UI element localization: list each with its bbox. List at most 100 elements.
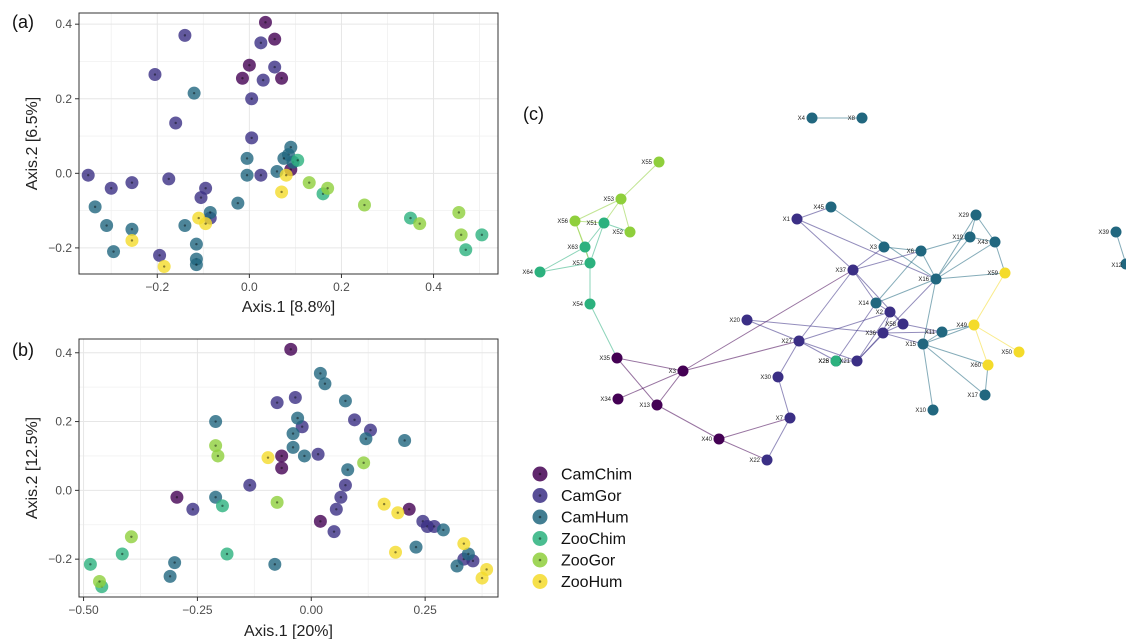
data-point-camhum bbox=[240, 168, 254, 182]
network-node-label: X12 bbox=[1111, 263, 1122, 269]
data-point-center bbox=[344, 399, 347, 403]
data-point-camhum bbox=[100, 219, 114, 233]
network-node-x55: X55 bbox=[641, 156, 665, 168]
network-edge bbox=[835, 302, 877, 362]
network-node-label: X17 bbox=[967, 393, 978, 399]
data-point-camhum bbox=[88, 200, 102, 214]
network-node-x2: X2 bbox=[876, 306, 896, 318]
data-point-zoohum bbox=[377, 497, 391, 511]
network-node-x58: X58 bbox=[885, 318, 909, 330]
legend-item-zoogor: ZooGor bbox=[532, 552, 616, 570]
data-point-camgor bbox=[254, 168, 268, 182]
network-edge bbox=[682, 340, 800, 372]
x-tick-label: −0.25 bbox=[182, 603, 213, 617]
data-point-camchim bbox=[242, 58, 256, 72]
network-node-label: X64 bbox=[522, 270, 533, 276]
legend-swatch-center bbox=[538, 472, 542, 476]
data-point-center bbox=[261, 78, 265, 82]
data-point-camchim bbox=[275, 461, 289, 475]
data-point-zoogor bbox=[357, 456, 371, 470]
data-point-zoohum bbox=[157, 260, 171, 274]
network-node-marker bbox=[791, 213, 803, 225]
network-node-marker bbox=[584, 257, 596, 269]
network-node-label: X29 bbox=[958, 213, 969, 219]
panel-b-frame bbox=[78, 338, 499, 598]
network-node-marker bbox=[579, 241, 591, 253]
data-point-camchim bbox=[275, 71, 289, 85]
network-edge bbox=[852, 250, 922, 271]
network-node-label: X56 bbox=[557, 219, 568, 225]
network-node-x3: X3 bbox=[870, 241, 890, 253]
network-edge bbox=[882, 331, 943, 334]
x-tick-label: 0.2 bbox=[333, 280, 350, 294]
network-node-x16: X16 bbox=[918, 273, 942, 285]
data-point-zoogor bbox=[270, 495, 284, 509]
data-point-center bbox=[319, 372, 322, 375]
legend-label: ZooHum bbox=[561, 574, 622, 591]
network-node-x4: X4 bbox=[798, 112, 818, 124]
data-point-zoogor bbox=[302, 176, 316, 190]
data-point-center bbox=[130, 181, 134, 184]
network-edge bbox=[746, 319, 884, 334]
data-point-camgor bbox=[334, 490, 348, 504]
data-point-camhum bbox=[409, 540, 423, 554]
data-point-center bbox=[455, 564, 459, 568]
network-edge bbox=[852, 246, 885, 271]
network-edge bbox=[796, 218, 854, 271]
data-point-camchim bbox=[275, 449, 289, 463]
data-point-zoogor bbox=[357, 198, 371, 212]
data-point-zoogor bbox=[454, 228, 468, 242]
network-node-marker bbox=[964, 231, 976, 243]
network-node-marker bbox=[878, 241, 890, 253]
network-node-marker bbox=[936, 326, 948, 338]
data-point-zoohum bbox=[125, 233, 139, 247]
legend-swatch bbox=[532, 466, 548, 482]
network-node-marker bbox=[870, 297, 882, 309]
network-edge bbox=[922, 343, 986, 396]
data-point-center bbox=[183, 224, 187, 227]
network-node-marker bbox=[979, 389, 991, 401]
data-point-center bbox=[280, 466, 283, 470]
legend-swatch bbox=[532, 574, 548, 589]
data-point-center bbox=[273, 65, 276, 69]
network-node-x51: X51 bbox=[586, 217, 610, 229]
network-node-x12: X12 bbox=[1111, 258, 1126, 270]
network-edge bbox=[616, 357, 658, 406]
network-node-label: X58 bbox=[885, 322, 896, 328]
data-point-center bbox=[214, 420, 217, 423]
network-node-label: X15 bbox=[905, 342, 916, 348]
data-point-center bbox=[464, 248, 467, 251]
network-node-x14: X14 bbox=[858, 297, 882, 309]
network-node-x60: X60 bbox=[970, 359, 994, 371]
panel-b: (b) −0.50 −0.25 0.00 0.25 −0.2 0.0 0.2 0.4 Axis… bbox=[12, 338, 499, 639]
data-point-camgor bbox=[148, 68, 162, 82]
data-point-center bbox=[323, 382, 327, 385]
network-node-marker bbox=[847, 264, 859, 276]
x-tick-label: 0.25 bbox=[413, 603, 437, 617]
network-edge bbox=[882, 332, 924, 345]
network-node-x49: X49 bbox=[956, 319, 980, 331]
network-node-marker bbox=[651, 399, 663, 411]
data-point-center bbox=[280, 454, 283, 458]
data-point-center bbox=[248, 63, 251, 67]
legend-swatch bbox=[532, 531, 548, 546]
panel-b-y-axis-title: Axis.2 [12.5%] bbox=[24, 417, 41, 519]
network-edge bbox=[777, 340, 800, 378]
x-tick-label: 0.00 bbox=[300, 603, 324, 617]
data-point-camgor bbox=[311, 447, 325, 461]
legend-label: ZooGor bbox=[561, 553, 616, 570]
y-tick-label: 0.0 bbox=[55, 483, 72, 497]
data-point-center bbox=[195, 263, 198, 266]
data-point-camhum bbox=[318, 377, 332, 391]
data-point-center bbox=[250, 97, 253, 100]
data-point-camhum bbox=[291, 411, 305, 425]
data-point-center bbox=[471, 559, 475, 563]
legend-swatch-center bbox=[538, 580, 542, 583]
data-point-center bbox=[396, 511, 400, 514]
legend-label: CamChim bbox=[561, 467, 632, 484]
data-point-center bbox=[284, 173, 288, 177]
network-node-marker bbox=[1013, 346, 1025, 358]
legend-label: CamHum bbox=[561, 510, 629, 527]
data-point-center bbox=[195, 242, 198, 246]
network-node-x57: X57 bbox=[572, 257, 596, 269]
